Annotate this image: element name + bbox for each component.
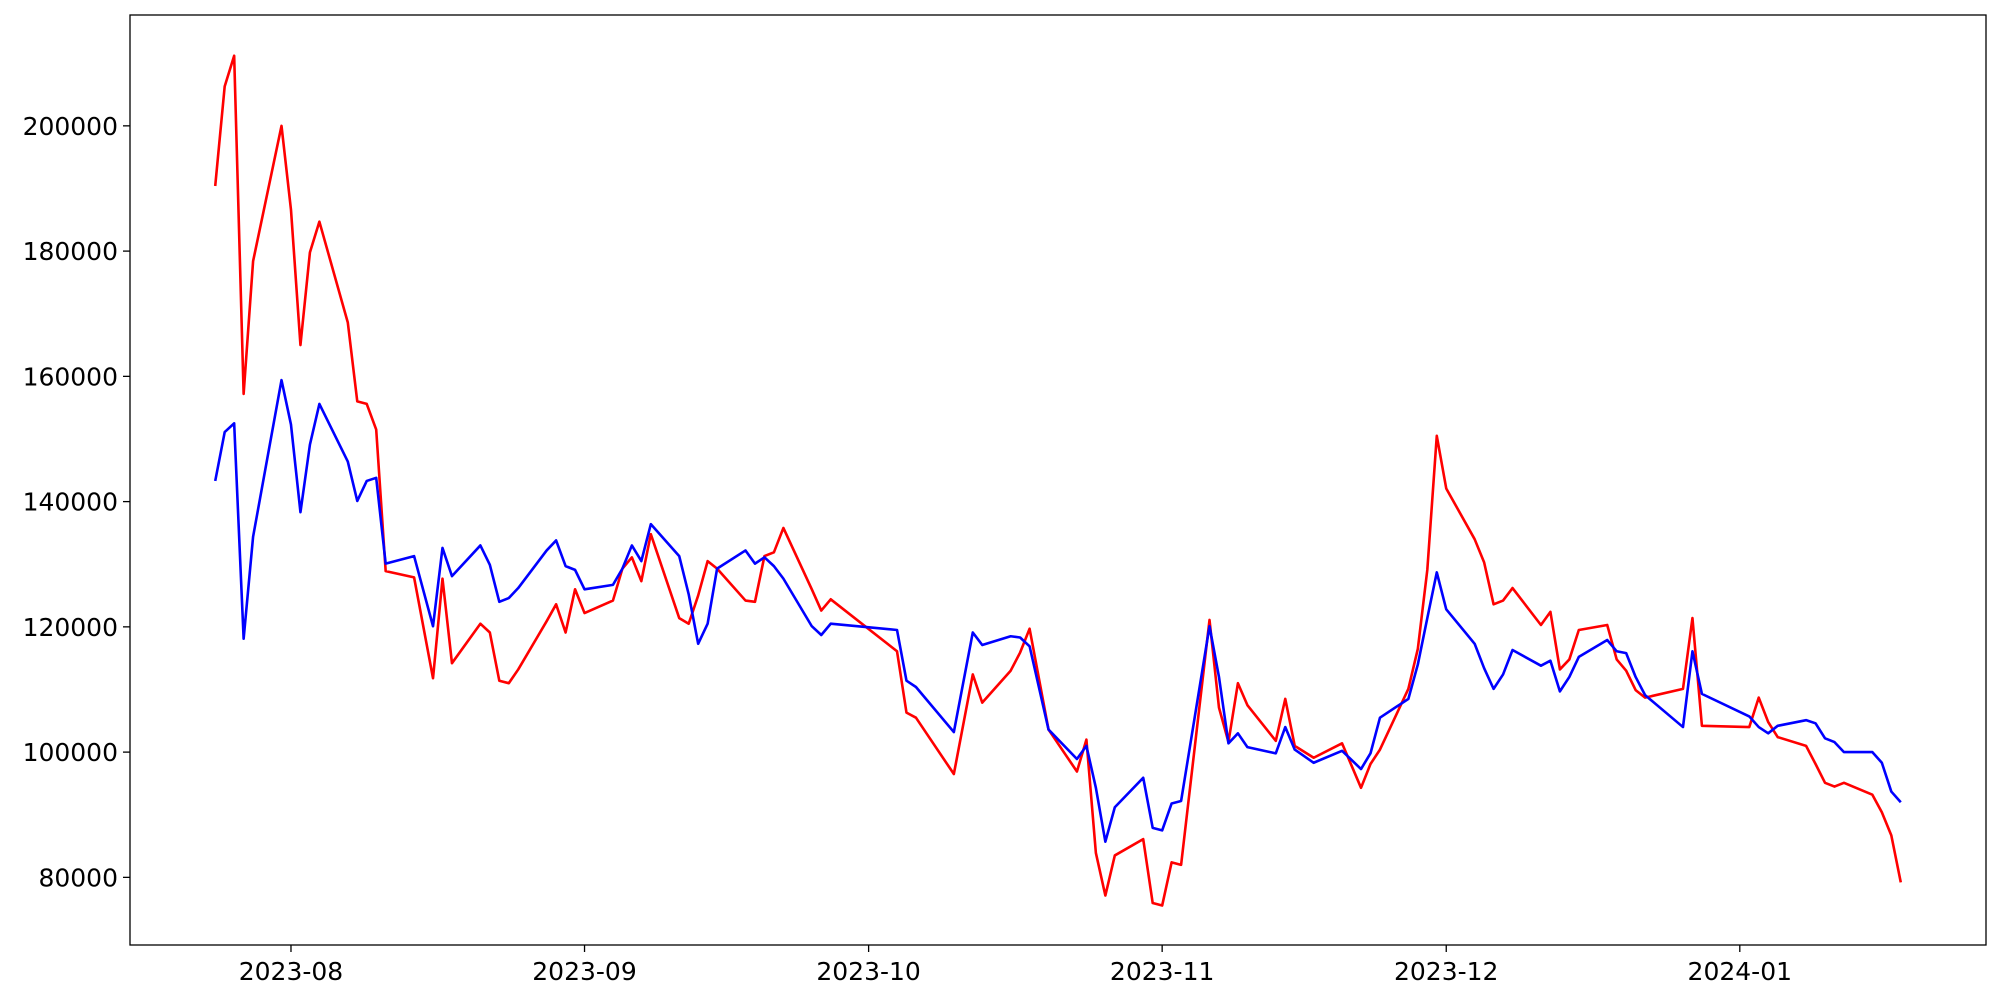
x-tick-label: 2023-12 (1394, 957, 1498, 986)
y-tick-label: 180000 (23, 237, 118, 266)
x-tick-label: 2023-08 (239, 957, 343, 986)
y-tick-label: 160000 (23, 362, 118, 391)
y-tick-label: 200000 (23, 112, 118, 141)
x-tick-label: 2023-10 (816, 957, 920, 986)
y-tick-label: 100000 (23, 738, 118, 767)
series-line (213, 378, 1902, 843)
y-tick-label: 80000 (38, 863, 118, 892)
x-tick-label: 2024-01 (1688, 957, 1792, 986)
y-tick-label: 120000 (23, 613, 118, 642)
x-tick-label: 2023-09 (532, 957, 636, 986)
plot-frame (129, 14, 1987, 946)
y-tick-label: 140000 (23, 488, 118, 517)
x-tick-label: 2023-11 (1110, 957, 1214, 986)
series-line (213, 54, 1903, 907)
